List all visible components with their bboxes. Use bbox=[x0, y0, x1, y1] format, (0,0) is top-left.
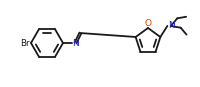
Text: O: O bbox=[144, 19, 151, 27]
Text: N: N bbox=[167, 21, 174, 30]
Text: N: N bbox=[72, 39, 79, 48]
Text: Br: Br bbox=[20, 39, 29, 48]
